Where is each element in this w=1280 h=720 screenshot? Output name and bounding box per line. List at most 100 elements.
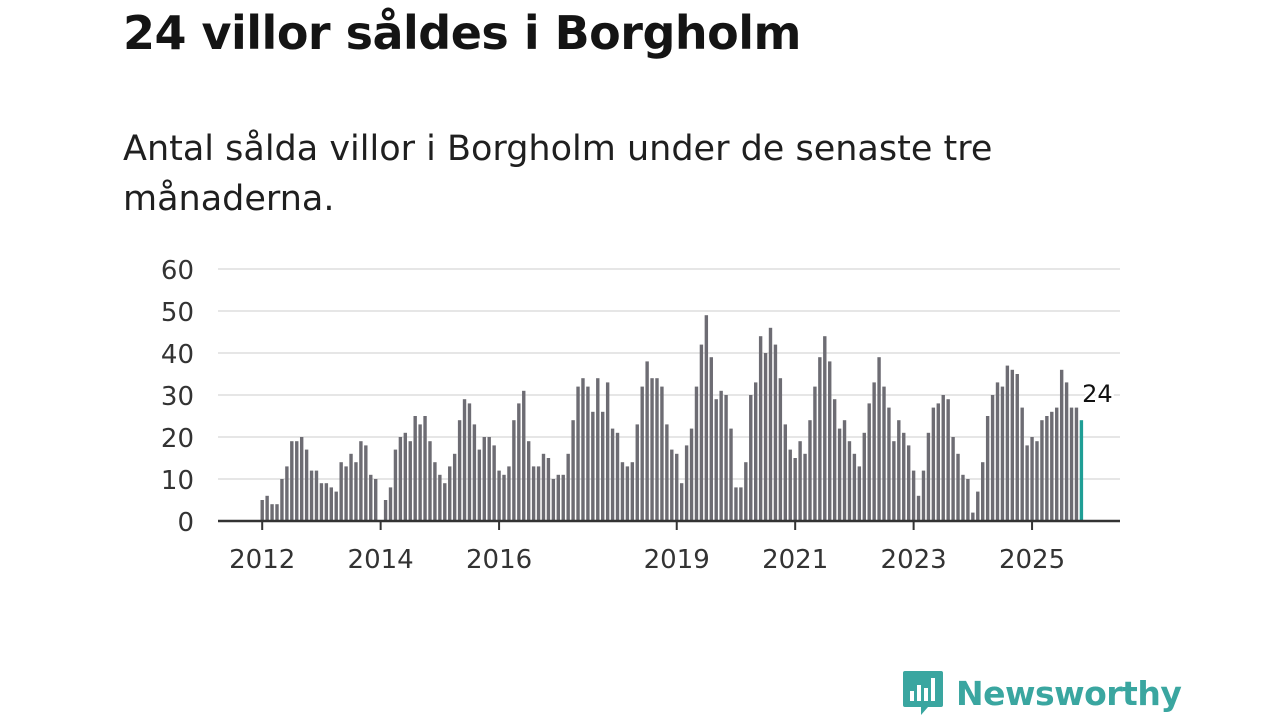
bar xyxy=(892,441,896,521)
y-tick-label: 30 xyxy=(161,382,194,412)
bar xyxy=(793,458,797,521)
bar-latest xyxy=(1079,420,1084,521)
bar xyxy=(788,449,792,521)
bar xyxy=(630,462,635,521)
bar xyxy=(862,432,866,521)
bar xyxy=(936,403,940,521)
bar xyxy=(319,483,324,521)
bar xyxy=(921,470,926,521)
bar xyxy=(828,361,832,521)
chart-subtitle: Antal sålda villor i Borgholm under de s… xyxy=(123,129,993,219)
latest-value-label: 24 xyxy=(1082,380,1113,408)
bar xyxy=(398,437,403,521)
bar xyxy=(882,386,886,521)
bar xyxy=(472,424,477,521)
bar xyxy=(1005,365,1010,521)
bar xyxy=(403,432,408,521)
bar xyxy=(290,441,294,521)
newsworthy-logo-icon xyxy=(903,671,943,715)
y-tick-label: 40 xyxy=(161,340,194,370)
bar xyxy=(758,336,763,521)
brand-name: Newsworthy xyxy=(956,673,1182,713)
bar xyxy=(443,483,447,521)
bar xyxy=(655,378,659,521)
bar xyxy=(369,474,373,521)
bar xyxy=(837,428,842,521)
bar xyxy=(601,411,605,521)
bar xyxy=(1020,407,1024,521)
bar xyxy=(610,428,615,521)
bar xyxy=(823,336,827,521)
bar xyxy=(877,357,881,521)
bar xyxy=(433,462,437,521)
bar xyxy=(990,395,995,521)
bar xyxy=(309,470,314,521)
y-tick-label: 50 xyxy=(161,298,194,328)
bar xyxy=(1059,369,1064,521)
bar xyxy=(729,428,733,521)
bar xyxy=(596,378,600,521)
bar xyxy=(679,483,684,521)
bar xyxy=(270,504,274,521)
newsworthy-brand[interactable]: Newsworthy xyxy=(902,670,1182,716)
bar xyxy=(694,386,699,521)
bar xyxy=(299,437,304,521)
bar xyxy=(744,462,748,521)
bar xyxy=(507,466,511,521)
bar xyxy=(605,382,610,521)
bar xyxy=(536,466,541,521)
bar xyxy=(951,437,955,521)
bar xyxy=(699,344,704,521)
bar xyxy=(1055,407,1059,521)
bar xyxy=(754,382,758,521)
bar xyxy=(941,395,945,521)
bar xyxy=(526,441,531,521)
bar xyxy=(832,399,837,521)
bar xyxy=(285,466,289,521)
bar xyxy=(931,407,936,521)
bar xyxy=(448,466,452,521)
bar xyxy=(265,495,269,521)
bar xyxy=(1030,437,1034,521)
bar xyxy=(334,491,338,521)
bar xyxy=(709,357,713,521)
bar xyxy=(1000,386,1005,521)
bar xyxy=(749,395,753,521)
x-tick-label: 2016 xyxy=(466,545,532,575)
bar xyxy=(803,453,807,521)
bar xyxy=(650,378,654,521)
bar xyxy=(581,378,585,521)
bar xyxy=(383,500,388,521)
bar xyxy=(808,420,812,521)
bar xyxy=(911,470,916,521)
bar xyxy=(847,441,852,521)
bar xyxy=(438,474,442,521)
bar xyxy=(477,449,482,521)
bar xyxy=(295,441,299,521)
bar xyxy=(418,424,422,521)
bar xyxy=(452,453,457,521)
bar-layer xyxy=(260,315,1084,521)
bar xyxy=(966,479,970,521)
bar xyxy=(462,399,467,521)
axis-layer: 0 10 20 30 40 50 60 2012 2014 2016 2019 2021 2023 202… xyxy=(161,256,1120,575)
x-tick-label: 2014 xyxy=(348,545,414,575)
bar xyxy=(916,495,921,521)
bar xyxy=(926,432,931,521)
y-tick-label: 0 xyxy=(177,508,194,538)
bar xyxy=(872,382,876,521)
bar xyxy=(813,386,817,521)
x-tick-label: 2021 xyxy=(762,545,828,575)
bar xyxy=(541,453,546,521)
bar xyxy=(354,462,358,521)
bar xyxy=(956,453,960,521)
bar xyxy=(1025,445,1029,521)
bar xyxy=(640,386,644,521)
bar xyxy=(1064,382,1069,521)
bar xyxy=(625,466,630,521)
bar xyxy=(502,474,506,521)
bar xyxy=(818,357,822,521)
bar xyxy=(670,449,674,521)
bar xyxy=(1040,420,1044,521)
bar xyxy=(349,453,353,521)
